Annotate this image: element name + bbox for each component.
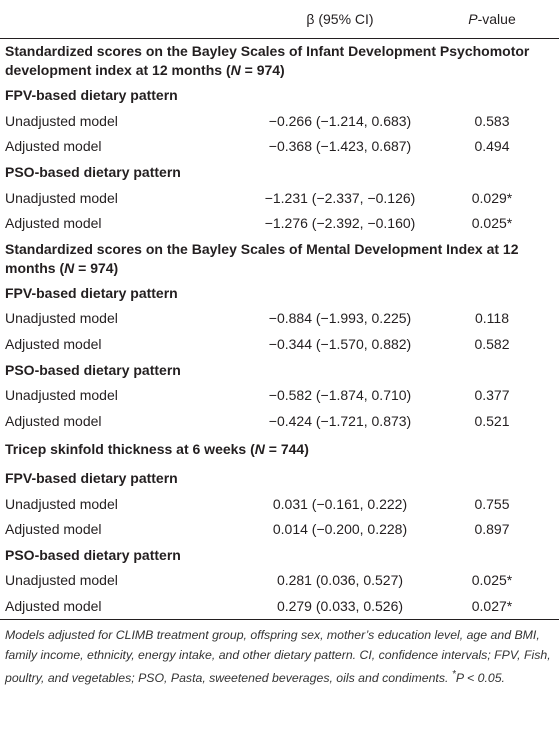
- group-title: PSO-based dietary pattern: [5, 546, 181, 563]
- model-label: Adjusted model: [5, 138, 102, 155]
- section-title-part: = 744): [264, 441, 309, 458]
- section-title-part: Standardized scores on the Bayley Scales…: [5, 43, 530, 78]
- group-row: PSO-based dietary pattern: [0, 543, 559, 569]
- section-title-part: = 974): [240, 62, 285, 78]
- group-row: FPV-based dietary pattern: [0, 281, 559, 307]
- section-title-part: N: [254, 441, 265, 458]
- group-row: FPV-based dietary pattern: [0, 466, 559, 492]
- section-row: Tricep skinfold thickness at 6 weeks (N …: [0, 434, 559, 466]
- estimate-cell: 0.281 (0.036, 0.527): [276, 572, 404, 589]
- estimate-cell: 0.279 (0.033, 0.526): [255, 593, 425, 621]
- p-value-cell: 0.377: [474, 387, 510, 404]
- estimate-cell: −0.884 (−1.993, 0.225): [268, 310, 412, 327]
- header-p: P: [468, 10, 478, 27]
- data-row: Adjusted model −0.424 (−1.721, 0.873) 0.52…: [0, 409, 559, 435]
- data-row: Adjusted model −0.368 (−1.423, 0.687) 0.49…: [0, 134, 559, 160]
- table-header: β (95% CI) P-value: [0, 0, 559, 39]
- group-title: FPV-based dietary pattern: [5, 87, 178, 104]
- data-row: Adjusted model −0.344 (−1.570, 0.882) 0.58…: [0, 332, 559, 358]
- section-row: Standardized scores on the Bayley Scales…: [0, 39, 559, 84]
- data-row: Unadjusted model −0.582 (−1.874, 0.710) 0.…: [0, 383, 559, 409]
- data-row: Unadjusted model 0.281 (0.036, 0.527) 0.02…: [0, 568, 559, 594]
- model-label: Unadjusted model: [5, 310, 118, 327]
- model-label: Unadjusted model: [5, 112, 118, 129]
- model-label: Adjusted model: [5, 521, 102, 538]
- group-row: PSO-based dietary pattern: [0, 357, 559, 383]
- model-label: Unadjusted model: [5, 189, 118, 206]
- footnote-rest: < 0.05.: [463, 671, 505, 686]
- section-title-part: = 974): [74, 259, 119, 276]
- section-title: Standardized scores on the Bayley Scales…: [0, 237, 559, 281]
- footnote-p: P: [455, 671, 464, 686]
- section-title-part: N: [230, 62, 241, 78]
- estimate-cell: −1.276 (−2.392, −0.160): [264, 215, 416, 232]
- group-title: PSO-based dietary pattern: [5, 361, 181, 378]
- group-title: FPV-based dietary pattern: [5, 470, 178, 487]
- data-row: Unadjusted model −0.266 (−1.214, 0.683) 0.…: [0, 109, 559, 135]
- estimate-cell: −0.368 (−1.423, 0.687): [268, 138, 412, 155]
- section-row: Standardized scores on the Bayley Scales…: [0, 237, 559, 281]
- p-value-cell: 0.897: [474, 521, 510, 538]
- p-value-cell: 0.755: [474, 495, 510, 512]
- p-value-cell: 0.521: [474, 412, 510, 429]
- section-title: Standardized scores on the Bayley Scales…: [0, 39, 559, 84]
- header-row: β (95% CI) P-value: [0, 0, 559, 39]
- estimate-cell: −0.424 (−1.721, 0.873): [268, 412, 412, 429]
- data-row: Unadjusted model −0.884 (−1.993, 0.225) 0.…: [0, 306, 559, 332]
- data-row: Adjusted model 0.279 (0.033, 0.526) 0.027*: [0, 593, 559, 621]
- p-value-cell: 0.025*: [471, 215, 513, 232]
- p-value-cell: 0.494: [474, 138, 510, 155]
- p-value-cell: 0.025*: [471, 572, 513, 589]
- p-value-cell: 0.582: [474, 336, 510, 353]
- p-value-cell: 0.027*: [425, 593, 559, 621]
- header-empty: [0, 0, 255, 39]
- model-label: Adjusted model: [5, 336, 102, 353]
- section-title-part: Tricep skinfold thickness at 6 weeks (: [5, 441, 255, 458]
- results-table: β (95% CI) P-value Standardized scores o…: [0, 0, 559, 621]
- data-row: Adjusted model 0.014 (−0.200, 0.228) 0.897: [0, 517, 559, 543]
- model-label: Adjusted model: [5, 412, 102, 429]
- estimate-cell: −1.231 (−2.337, −0.126): [264, 189, 416, 206]
- model-label: Unadjusted model: [5, 495, 118, 512]
- header-p-value: P-value: [425, 0, 559, 39]
- model-label: Unadjusted model: [5, 572, 118, 589]
- section-title: Tricep skinfold thickness at 6 weeks (N …: [0, 434, 559, 466]
- model-label: Adjusted model: [5, 215, 102, 232]
- data-row: Unadjusted model 0.031 (−0.161, 0.222) 0.7…: [0, 491, 559, 517]
- header-p-rest: -value: [477, 10, 516, 27]
- p-value-cell: 0.118: [475, 310, 509, 327]
- data-row: Adjusted model −1.276 (−2.392, −0.160) 0.0…: [0, 211, 559, 237]
- estimate-cell: −0.344 (−1.570, 0.882): [268, 336, 412, 353]
- estimate-cell: −0.582 (−1.874, 0.710): [268, 387, 412, 404]
- data-row: Unadjusted model −1.231 (−2.337, −0.126) 0…: [0, 185, 559, 211]
- footnote: Models adjusted for CLIMB treatment grou…: [0, 620, 559, 689]
- estimate-cell: −0.266 (−1.214, 0.683): [268, 112, 412, 129]
- group-title: FPV-based dietary pattern: [5, 284, 178, 301]
- footnote-marker: *: [451, 669, 456, 681]
- model-label: Adjusted model: [0, 593, 255, 621]
- group-row: FPV-based dietary pattern: [0, 83, 559, 109]
- model-label: Unadjusted model: [5, 387, 118, 404]
- estimate-cell: 0.031 (−0.161, 0.222): [272, 495, 408, 512]
- section-title-part: Standardized scores on the Bayley Scales…: [5, 240, 519, 276]
- section-title-part: N: [64, 259, 75, 276]
- table-body: Standardized scores on the Bayley Scales…: [0, 39, 559, 621]
- group-row: PSO-based dietary pattern: [0, 160, 559, 186]
- header-estimate: β (95% CI): [255, 0, 425, 39]
- group-title: PSO-based dietary pattern: [5, 164, 181, 181]
- p-value-cell: 0.583: [474, 112, 510, 129]
- p-value-cell: 0.029*: [471, 189, 513, 206]
- estimate-cell: 0.014 (−0.200, 0.228): [272, 521, 408, 538]
- footnote-note: Models adjusted for CLIMB treatment grou…: [5, 628, 551, 686]
